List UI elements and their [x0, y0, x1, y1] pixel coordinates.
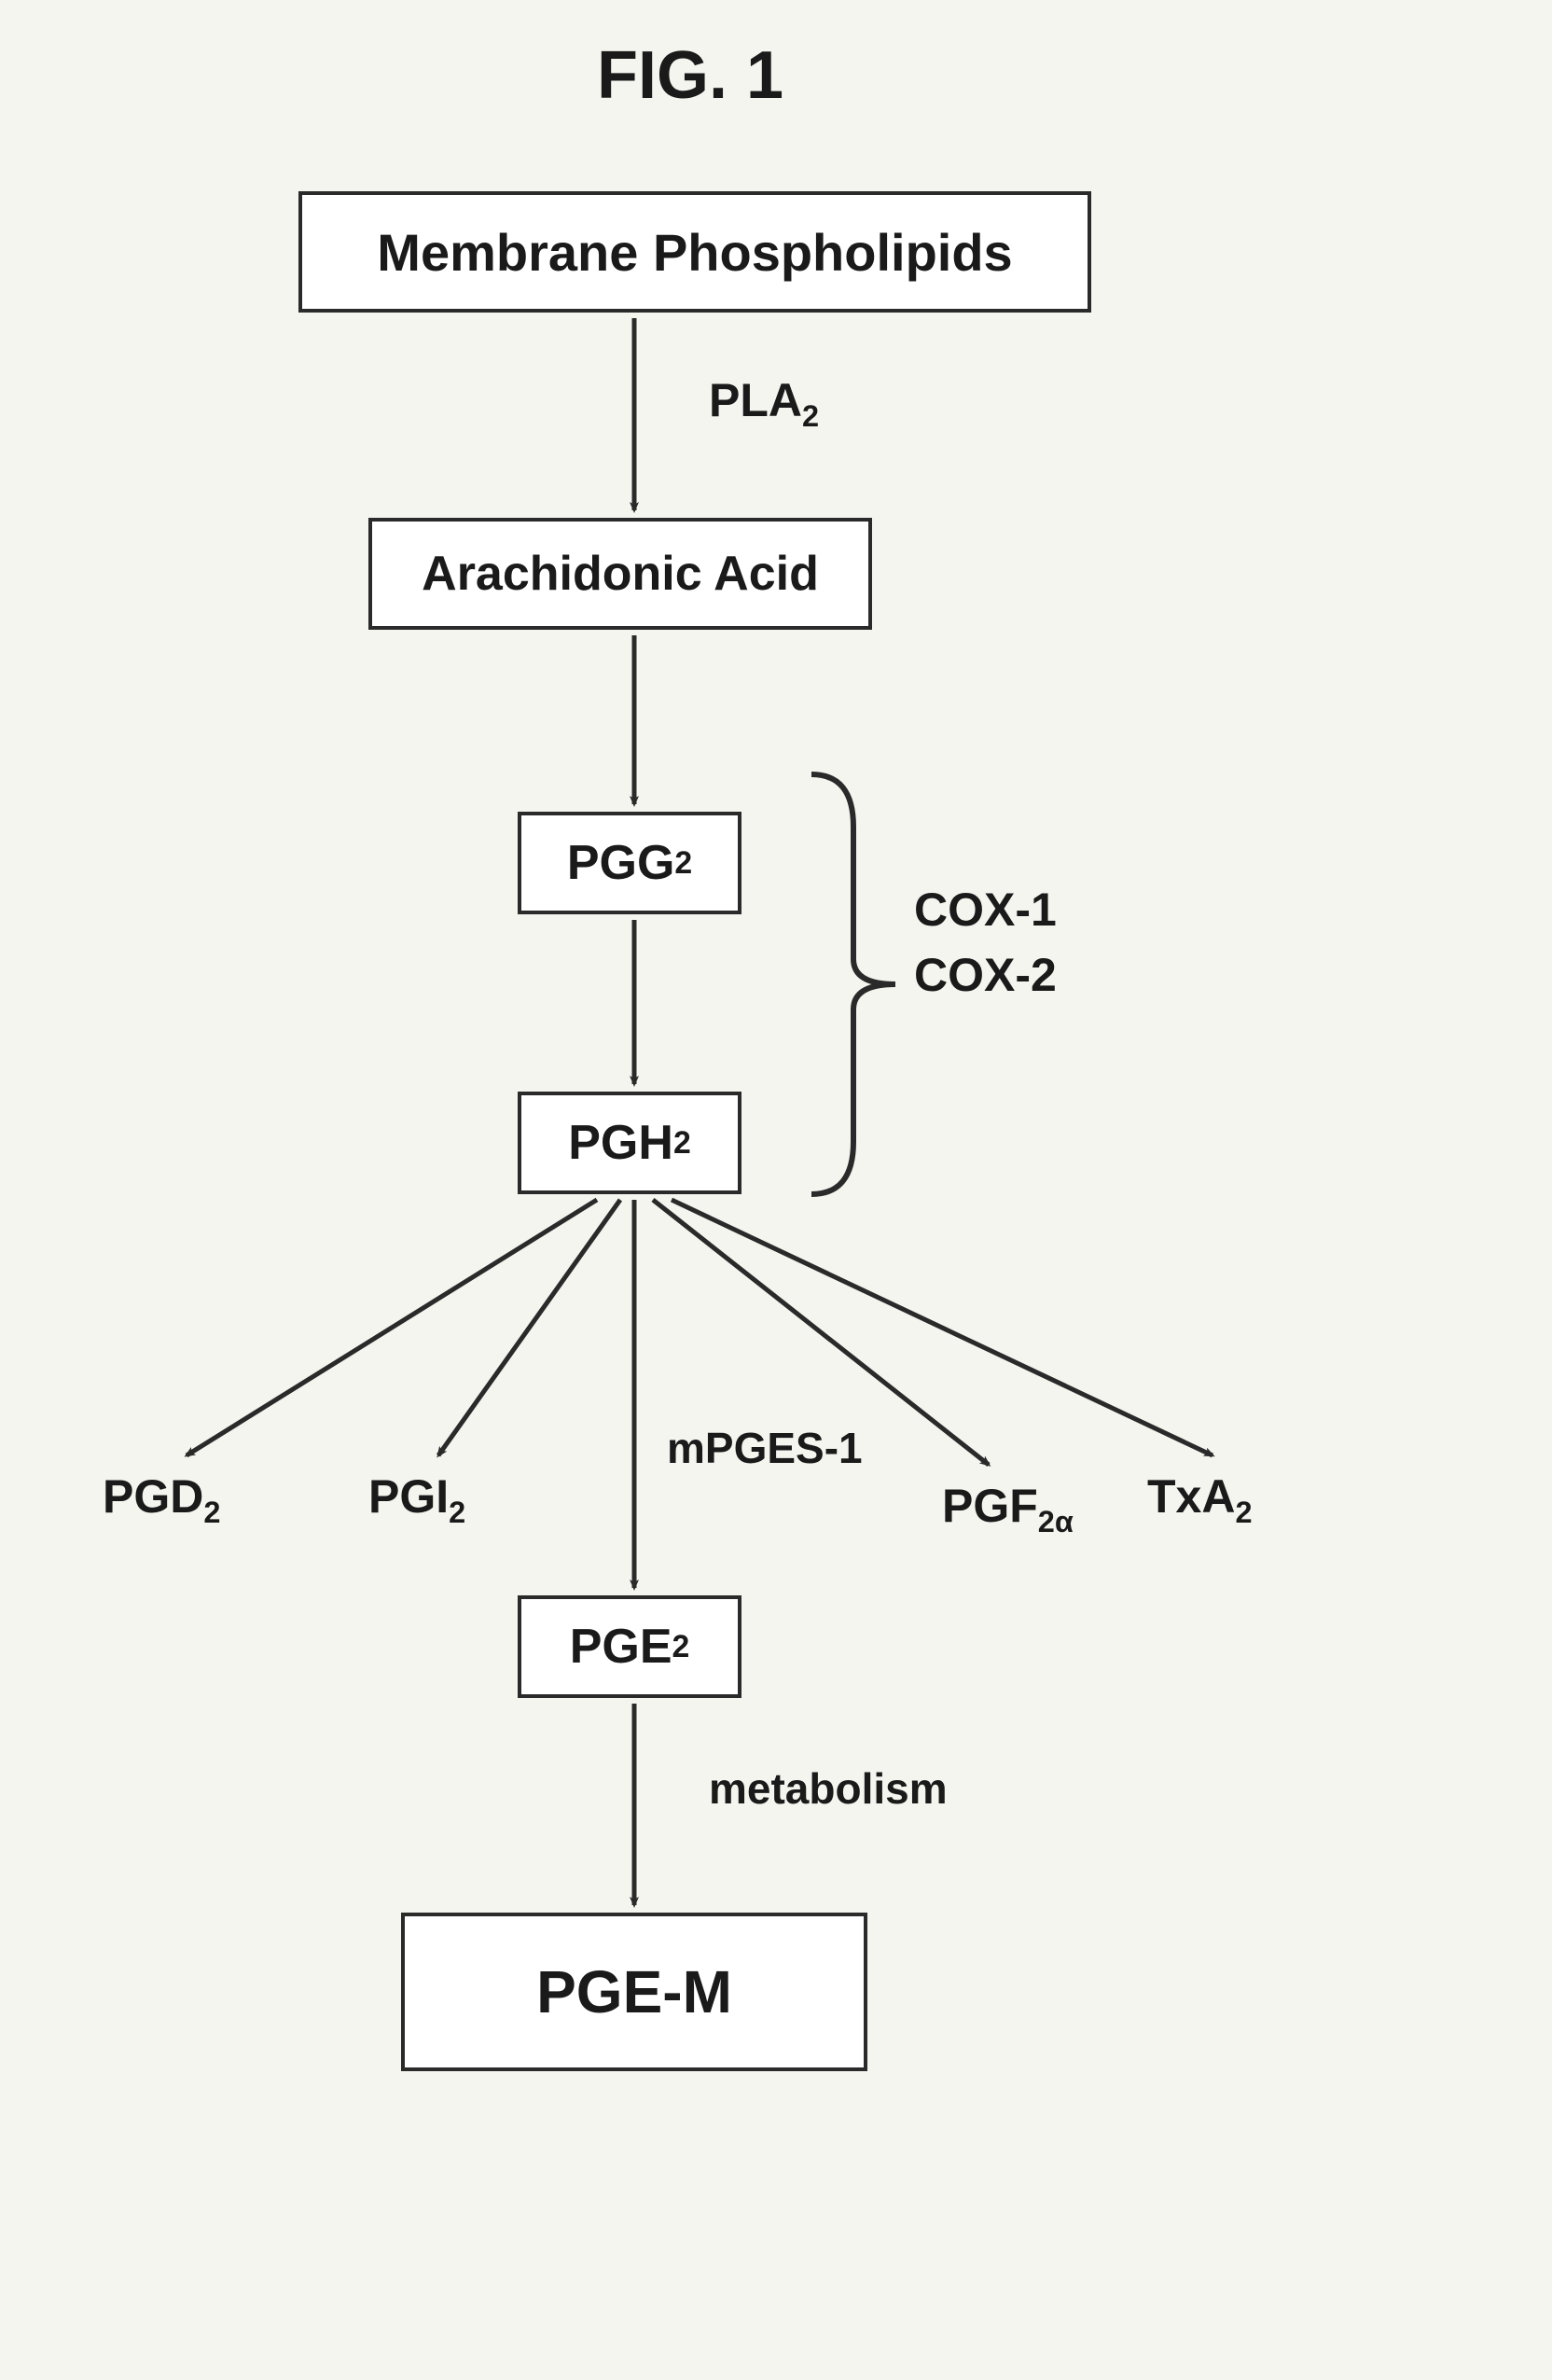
brace-cox — [811, 774, 895, 1194]
node-membrane-phospholipids: Membrane Phospholipids — [298, 191, 1091, 313]
edge-label-mpges: mPGES-1 — [667, 1423, 863, 1473]
label-txa2: TxA2 — [1147, 1469, 1253, 1530]
label-pgf2a: PGF2α — [942, 1479, 1074, 1539]
figure-title: FIG. 1 — [597, 37, 783, 114]
node-pgem: PGE-M — [401, 1913, 867, 2071]
edge-label-pla2: PLA2 — [709, 373, 819, 434]
edge-pgh2-txa2 — [672, 1200, 1212, 1455]
label-pgi2: PGI2 — [368, 1469, 465, 1530]
edge-pgh2-pgd2 — [187, 1200, 597, 1455]
edge-label-cox: COX-1COX-2 — [914, 877, 1057, 1008]
node-pgh2: PGH2 — [518, 1092, 741, 1194]
node-pgg2: PGG2 — [518, 812, 741, 914]
edge-pgh2-pgi2 — [438, 1200, 620, 1455]
edge-label-metabolism: metabolism — [709, 1763, 948, 1814]
label-pgd2: PGD2 — [103, 1469, 220, 1530]
node-arachidonic-acid: Arachidonic Acid — [368, 518, 872, 630]
node-pge2: PGE2 — [518, 1595, 741, 1698]
